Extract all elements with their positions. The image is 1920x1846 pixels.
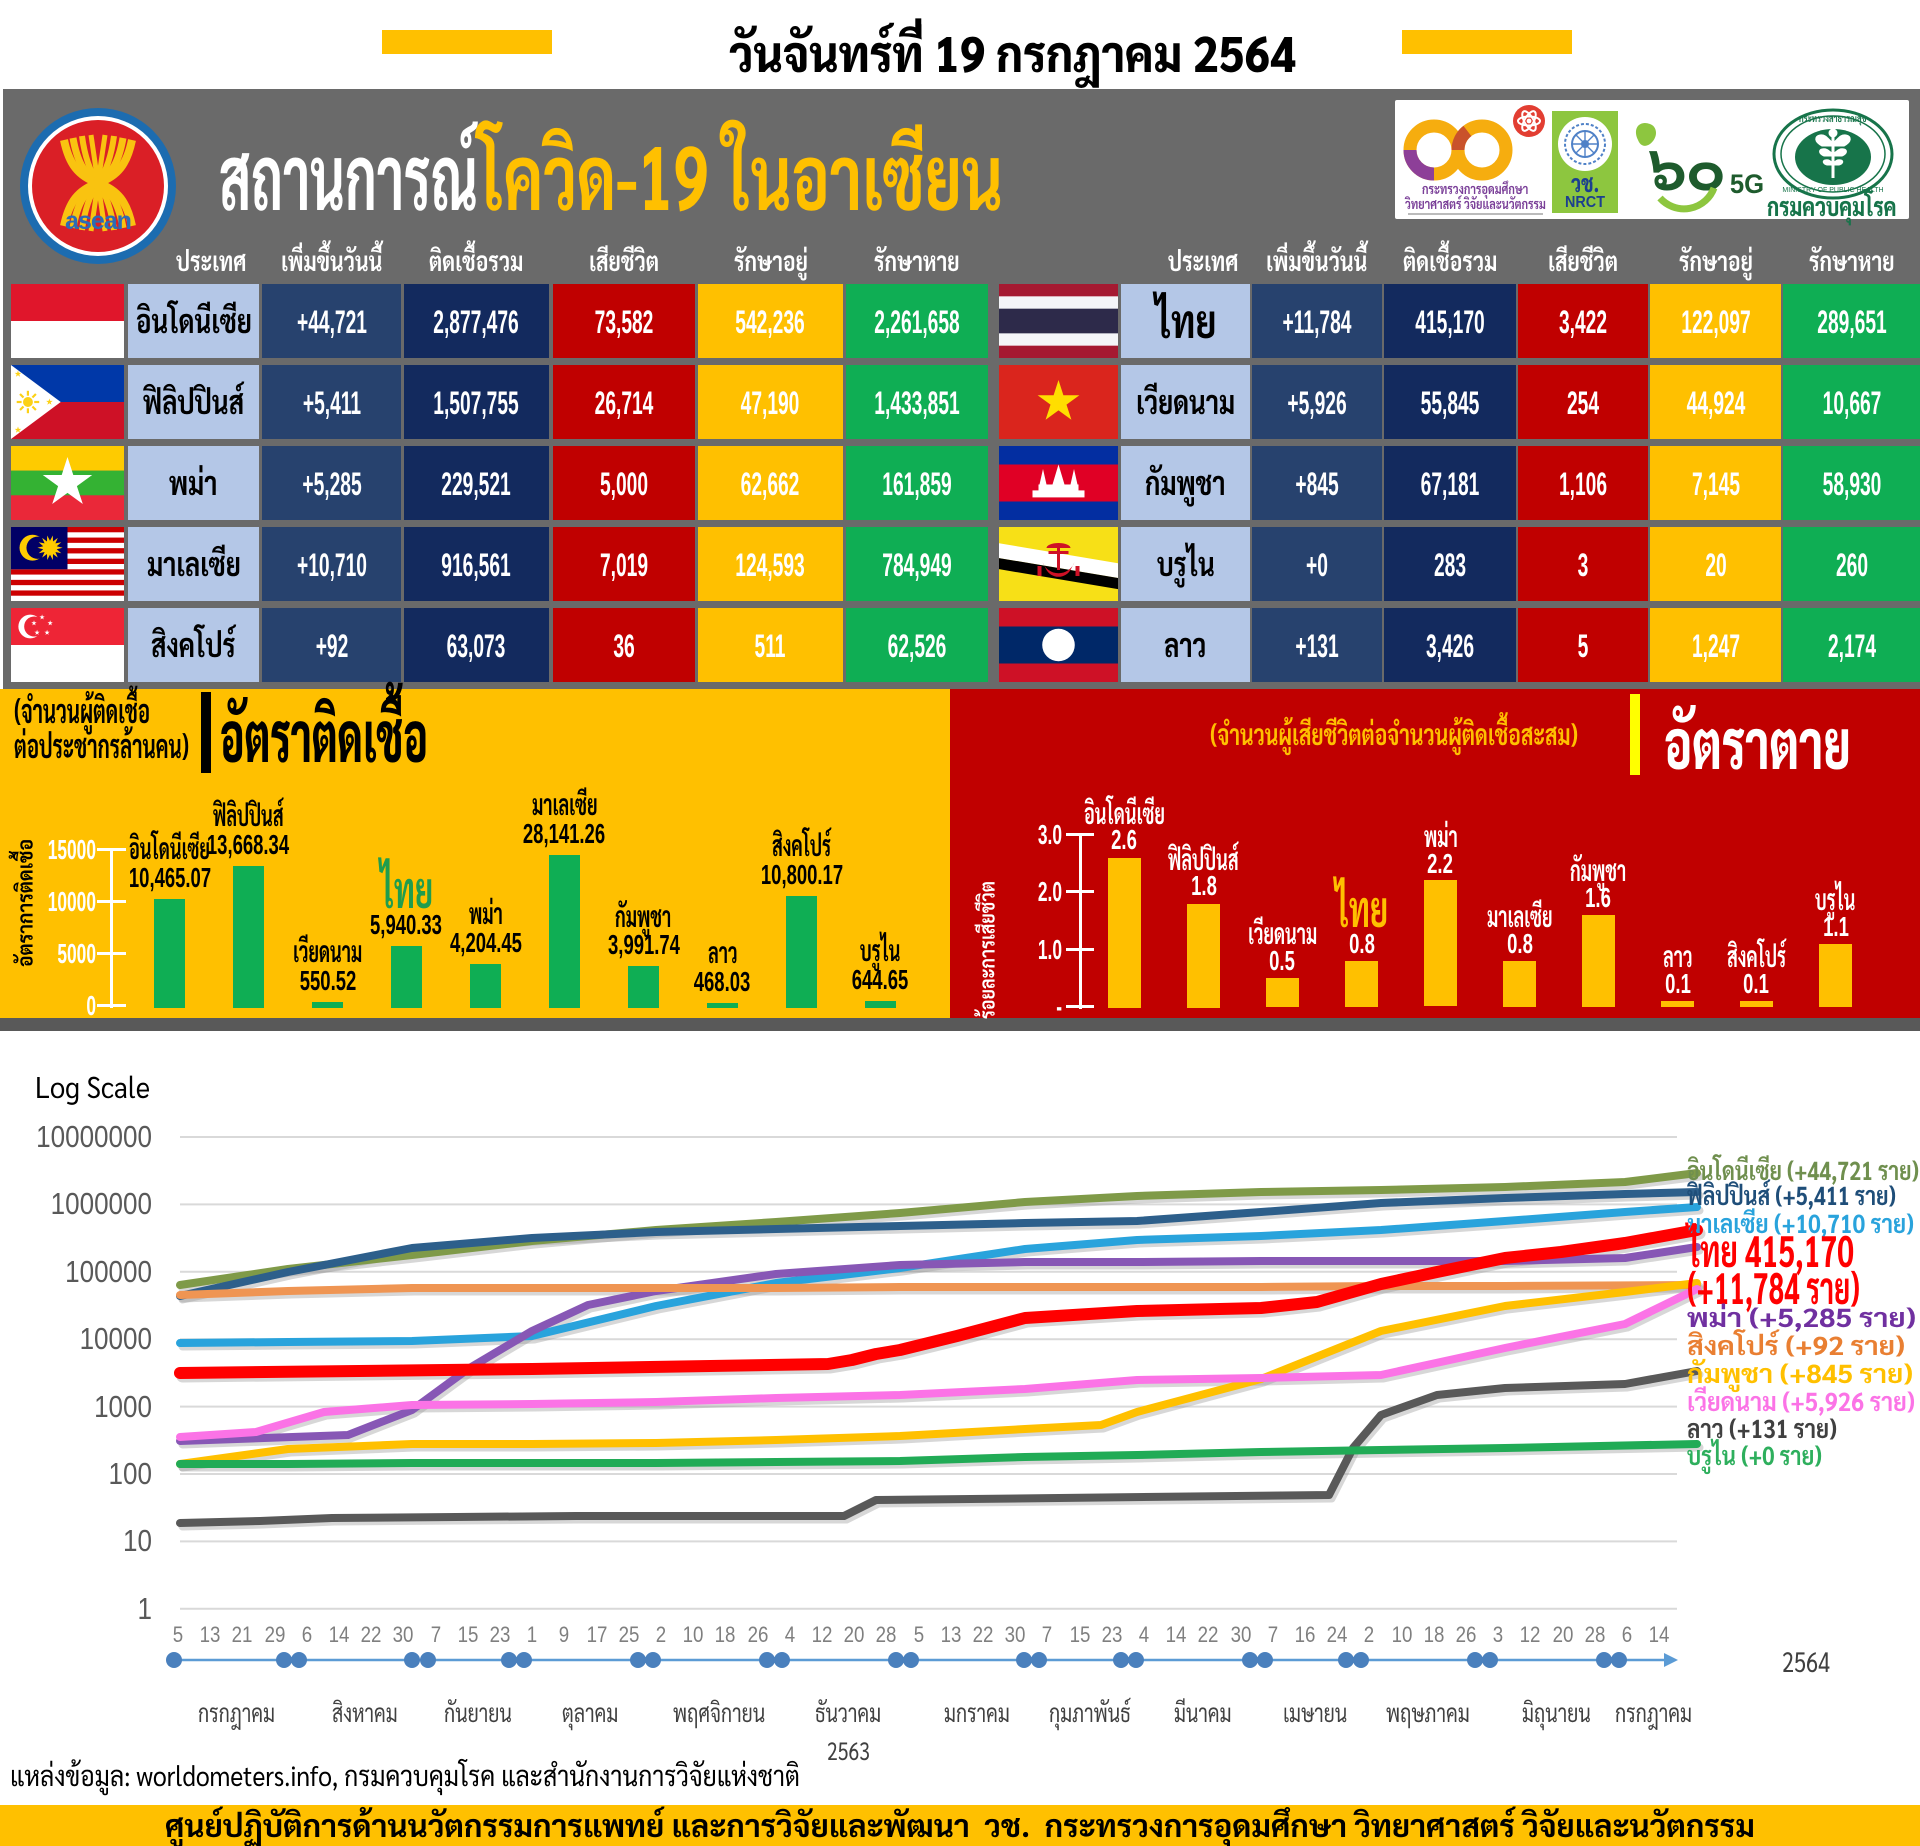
svg-text:MINISTRY OF PUBLIC HEALTH: MINISTRY OF PUBLIC HEALTH	[1782, 187, 1883, 194]
svg-text:asean: asean	[65, 207, 131, 235]
